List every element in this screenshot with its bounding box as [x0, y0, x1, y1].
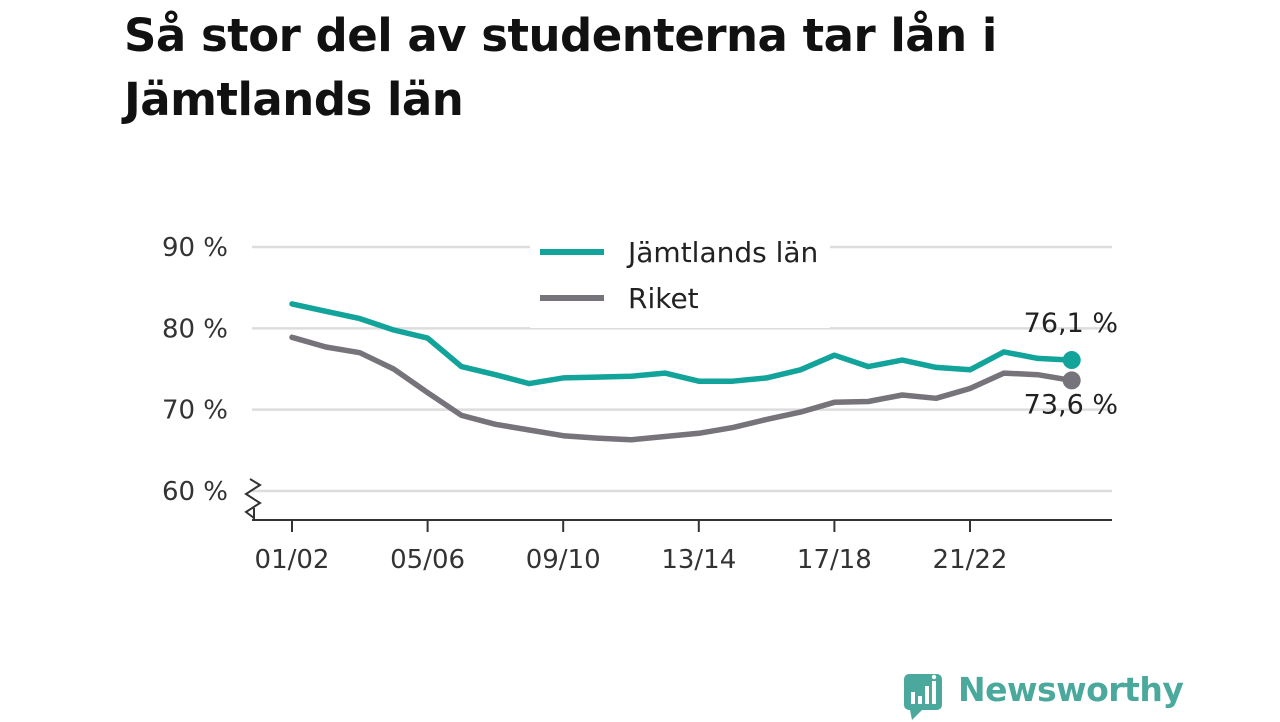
series-end-label: 73,6 %	[1024, 389, 1118, 420]
series-end-point	[1062, 351, 1081, 370]
x-tick-label: 13/14	[661, 545, 736, 575]
y-tick-label: 70 %	[162, 396, 228, 426]
x-tick-label: 05/06	[390, 545, 465, 575]
newsworthy-logo: Newsworthy	[902, 670, 1184, 720]
series-lines: 73,6 % 76,1 %	[289, 301, 1118, 443]
legend: Jämtlands län Riket	[530, 228, 830, 328]
x-tick-label: 17/18	[797, 545, 872, 575]
series-line-riket	[289, 334, 1075, 443]
legend-label: Jämtlands län	[626, 236, 818, 269]
series-end-point	[1062, 371, 1081, 390]
y-tick-label: 60 %	[162, 477, 228, 507]
y-axis-break	[244, 478, 262, 519]
y-tick-label: 80 %	[162, 314, 228, 344]
legend-background	[530, 228, 830, 328]
y-tick-label: 90 %	[162, 233, 228, 263]
x-tick-label: 01/02	[255, 545, 330, 575]
x-tick-label: 09/10	[526, 545, 601, 575]
axes: 60 % 70 % 80 % 90 % 01/02 05/06 09/10 13/14 17/1…	[162, 233, 1112, 575]
chart-title: Så stor del av studenterna tar lån i Jäm…	[124, 9, 997, 126]
series-line-jamtlands-lan	[289, 301, 1075, 387]
series-end-label: 76,1 %	[1024, 308, 1118, 339]
legend-label: Riket	[628, 282, 699, 315]
newsworthy-logo-icon	[904, 674, 942, 720]
newsworthy-logo-text: Newsworthy	[958, 670, 1184, 709]
x-tick-label: 21/22	[933, 545, 1008, 575]
